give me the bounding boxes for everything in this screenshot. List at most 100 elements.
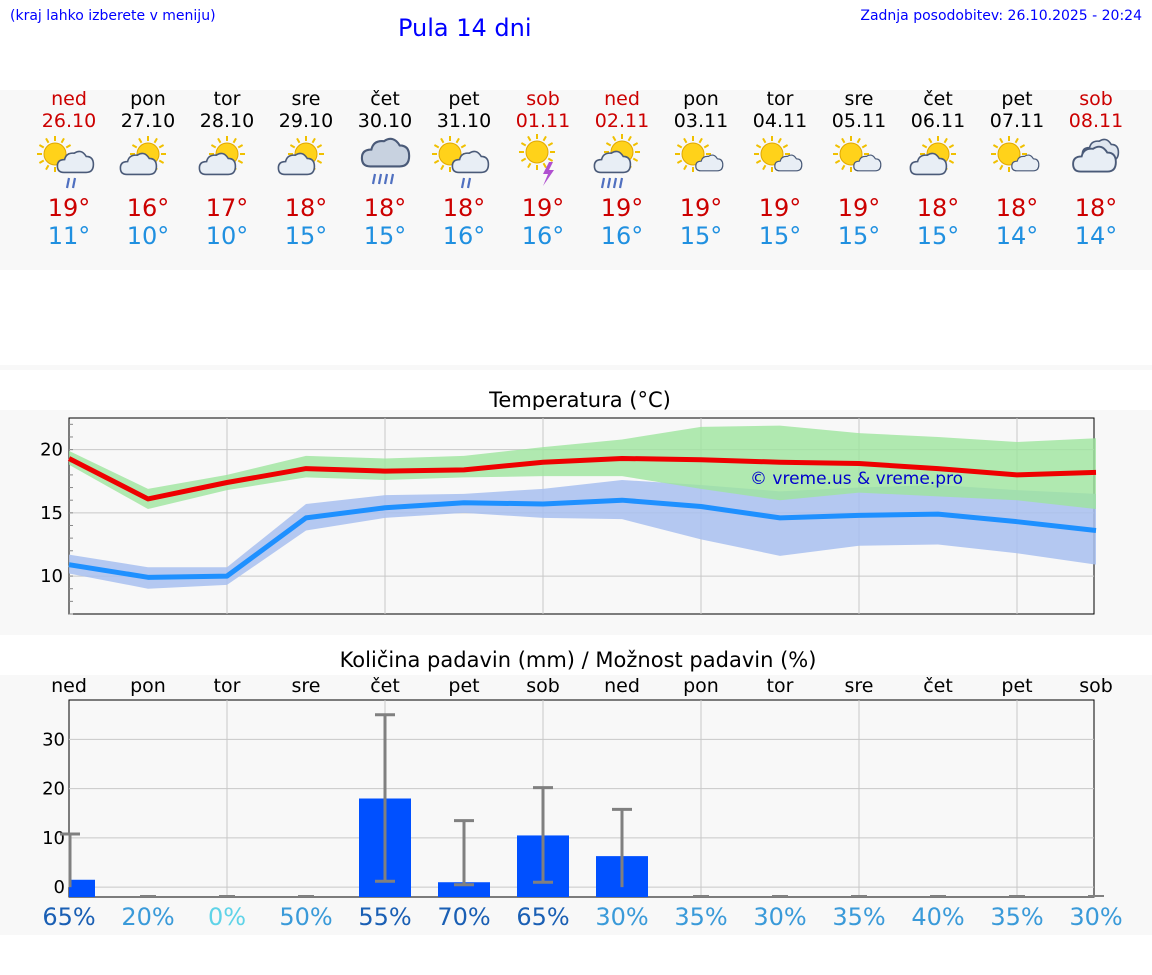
y-tick-label: 20 (40, 440, 63, 461)
temp-min: 10° (205, 222, 249, 250)
precip-day-label: pon (130, 675, 166, 697)
day-name: pon (130, 88, 166, 110)
day-date: 29.10 (278, 110, 334, 132)
sun-small-cloud-icon (740, 132, 820, 194)
precip-day-label: pet (1001, 675, 1033, 697)
precip-probability: 35% (832, 903, 886, 931)
precip-day-label: ned (604, 675, 640, 697)
min-band (69, 479, 1096, 589)
day-name: ned (604, 88, 640, 110)
day-date: 27.10 (120, 110, 176, 132)
precip-day-label: sre (844, 675, 874, 697)
temp-max: 16° (126, 194, 170, 222)
day-name: čet (923, 88, 953, 110)
day-date: 31.10 (436, 110, 492, 132)
temp-max: 18° (995, 194, 1039, 222)
cloudy-icon (1056, 132, 1136, 194)
precip-day-label: ned (51, 675, 87, 697)
day-date: 30.10 (357, 110, 413, 132)
temp-min: 15° (837, 222, 881, 250)
y-tick-label: 0 (54, 877, 65, 898)
precip-day-label: sob (1079, 675, 1113, 697)
precip-probability: 55% (358, 903, 412, 931)
y-tick-label: 15 (40, 503, 63, 524)
forecast-day: pon 27.10 16° 10° (108, 88, 188, 250)
sun-thunder-icon (503, 132, 583, 194)
day-name: ned (51, 88, 87, 110)
precip-probability: 35% (990, 903, 1044, 931)
day-date: 07.11 (989, 110, 1045, 132)
temp-min: 14° (995, 222, 1039, 250)
forecast-day: tor 28.10 17° 10° (187, 88, 267, 250)
precip-bar (438, 882, 490, 897)
day-date: 04.11 (752, 110, 808, 132)
precip-probability: 40% (911, 903, 965, 931)
day-date: 05.11 (831, 110, 887, 132)
day-date: 06.11 (910, 110, 966, 132)
day-name: tor (213, 88, 241, 110)
precip-day-label: pon (683, 675, 719, 697)
region-hint[interactable]: (kraj lahko izberete v meniju) (10, 8, 216, 24)
sun-cloud-rain-icon (29, 132, 109, 194)
precip-day-label: sob (526, 675, 560, 697)
y-tick-label: 10 (42, 828, 65, 849)
temp-min: 14° (1074, 222, 1118, 250)
watermark: © vreme.us & vreme.pro (750, 469, 963, 489)
min-temp-line (68, 497, 1097, 580)
page-title: Pula 14 dni (398, 14, 532, 42)
forecast-day: sre 29.10 18° 15° (266, 88, 346, 250)
max-temp-line (67, 455, 1097, 502)
temp-min: 16° (521, 222, 565, 250)
temp-min: 15° (284, 222, 328, 250)
day-name: tor (766, 88, 794, 110)
temp-max: 19° (837, 194, 881, 222)
max-band (69, 425, 1096, 510)
temperature-chart: 10 15 20 © vreme.us & vreme.pro (40, 417, 1097, 615)
forecast-day: ned 02.11 19° 16° (582, 88, 662, 250)
precip-day-label: pet (448, 675, 480, 697)
temp-max: 18° (1074, 194, 1118, 222)
day-date: 03.11 (673, 110, 729, 132)
temp-max: 19° (758, 194, 802, 222)
day-date: 28.10 (199, 110, 255, 132)
forecast-day: pon 03.11 19° 15° (661, 88, 741, 250)
precip-day-labels: ned pon tor sre čet pet sob ned pon tor sre čet pet s… (0, 675, 1152, 699)
precip-probability: 65% (516, 903, 570, 931)
temp-min: 15° (679, 222, 723, 250)
day-date: 08.11 (1068, 110, 1124, 132)
sun-small-cloud-icon (977, 132, 1057, 194)
precip-probability: 70% (437, 903, 491, 931)
forecast-day: čet 06.11 18° 15° (898, 88, 978, 250)
temp-max: 19° (600, 194, 644, 222)
temp-max: 18° (363, 194, 407, 222)
temp-max: 18° (284, 194, 328, 222)
precip-probability: 65% (42, 903, 96, 931)
precip-probability: 30% (595, 903, 649, 931)
plot-area (68, 699, 1095, 898)
precip-day-label: čet (370, 675, 400, 697)
day-name: pet (1001, 88, 1033, 110)
temp-min: 11° (47, 222, 91, 250)
precip-day-label: tor (213, 675, 241, 697)
day-name: čet (370, 88, 400, 110)
forecast-day: pet 31.10 18° 16° (424, 88, 504, 250)
sun-cloud-icon (187, 132, 267, 194)
forecast-band (0, 90, 1152, 270)
sun-cloud-rain-icon (424, 132, 504, 194)
forecast-day: tor 04.11 19° 15° (740, 88, 820, 250)
forecast-days: ned 26.10 19° 11° pon 27.10 16° 10° tor 28.10 1… (0, 88, 1152, 268)
precip-probability: 35% (674, 903, 728, 931)
forecast-day: ned 26.10 19° 11° (29, 88, 109, 250)
y-tick-label: 20 (42, 779, 65, 800)
precip-probability: 50% (279, 903, 333, 931)
sun-cloud-icon (266, 132, 346, 194)
forecast-day: pet 07.11 18° 14° (977, 88, 1057, 250)
day-name: pet (448, 88, 480, 110)
temp-min: 16° (600, 222, 644, 250)
precip-probability: 30% (1069, 903, 1123, 931)
day-name: sob (526, 88, 560, 110)
temp-chart-title: Temperatura (°C) (489, 388, 671, 412)
precip-probability: 0% (207, 903, 247, 931)
precip-bar (69, 879, 95, 897)
forecast-day: sob 08.11 18° 14° (1056, 88, 1136, 250)
